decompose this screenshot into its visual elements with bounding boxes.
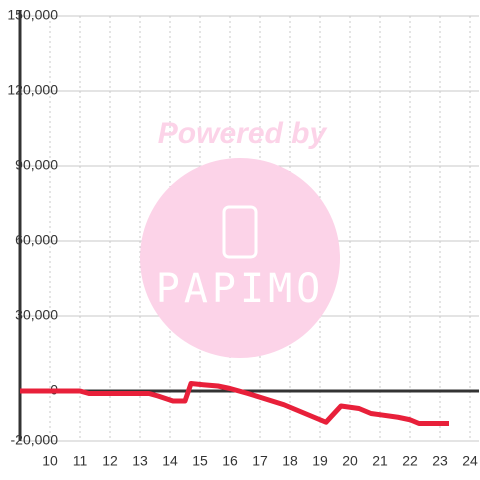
watermark-logo: PAPIMO [156, 266, 325, 312]
watermark-phone [222, 205, 258, 259]
y-tick-label: 120,000 [7, 82, 58, 98]
x-tick-label: 22 [402, 453, 418, 469]
x-tick-label: 17 [252, 453, 268, 469]
watermark-text: Powered by [158, 117, 328, 150]
y-tick-label: -20,000 [11, 432, 59, 448]
x-tick-label: 16 [222, 453, 238, 469]
line [20, 381, 449, 426]
y-tick-label: 90,000 [15, 157, 58, 173]
y-tick-label: 30,000 [15, 307, 58, 323]
x-tick-label: 23 [432, 453, 448, 469]
x-tick-label: 20 [342, 453, 358, 469]
x-tick-label: 21 [372, 453, 388, 469]
y-tick-label: 60,000 [15, 232, 58, 248]
x-tick-label: 18 [282, 453, 298, 469]
x-tick-label: 14 [162, 453, 178, 469]
x-tick-label: 24 [462, 453, 478, 469]
x-tick-label: 19 [312, 453, 328, 469]
y-tick-label: 150,000 [7, 7, 58, 23]
x-tick-label: 10 [42, 453, 58, 469]
x-tick-label: 12 [102, 453, 118, 469]
x-tick-label: 15 [192, 453, 208, 469]
x-tick-label: 11 [73, 453, 88, 469]
x-tick-label: 13 [132, 453, 148, 469]
